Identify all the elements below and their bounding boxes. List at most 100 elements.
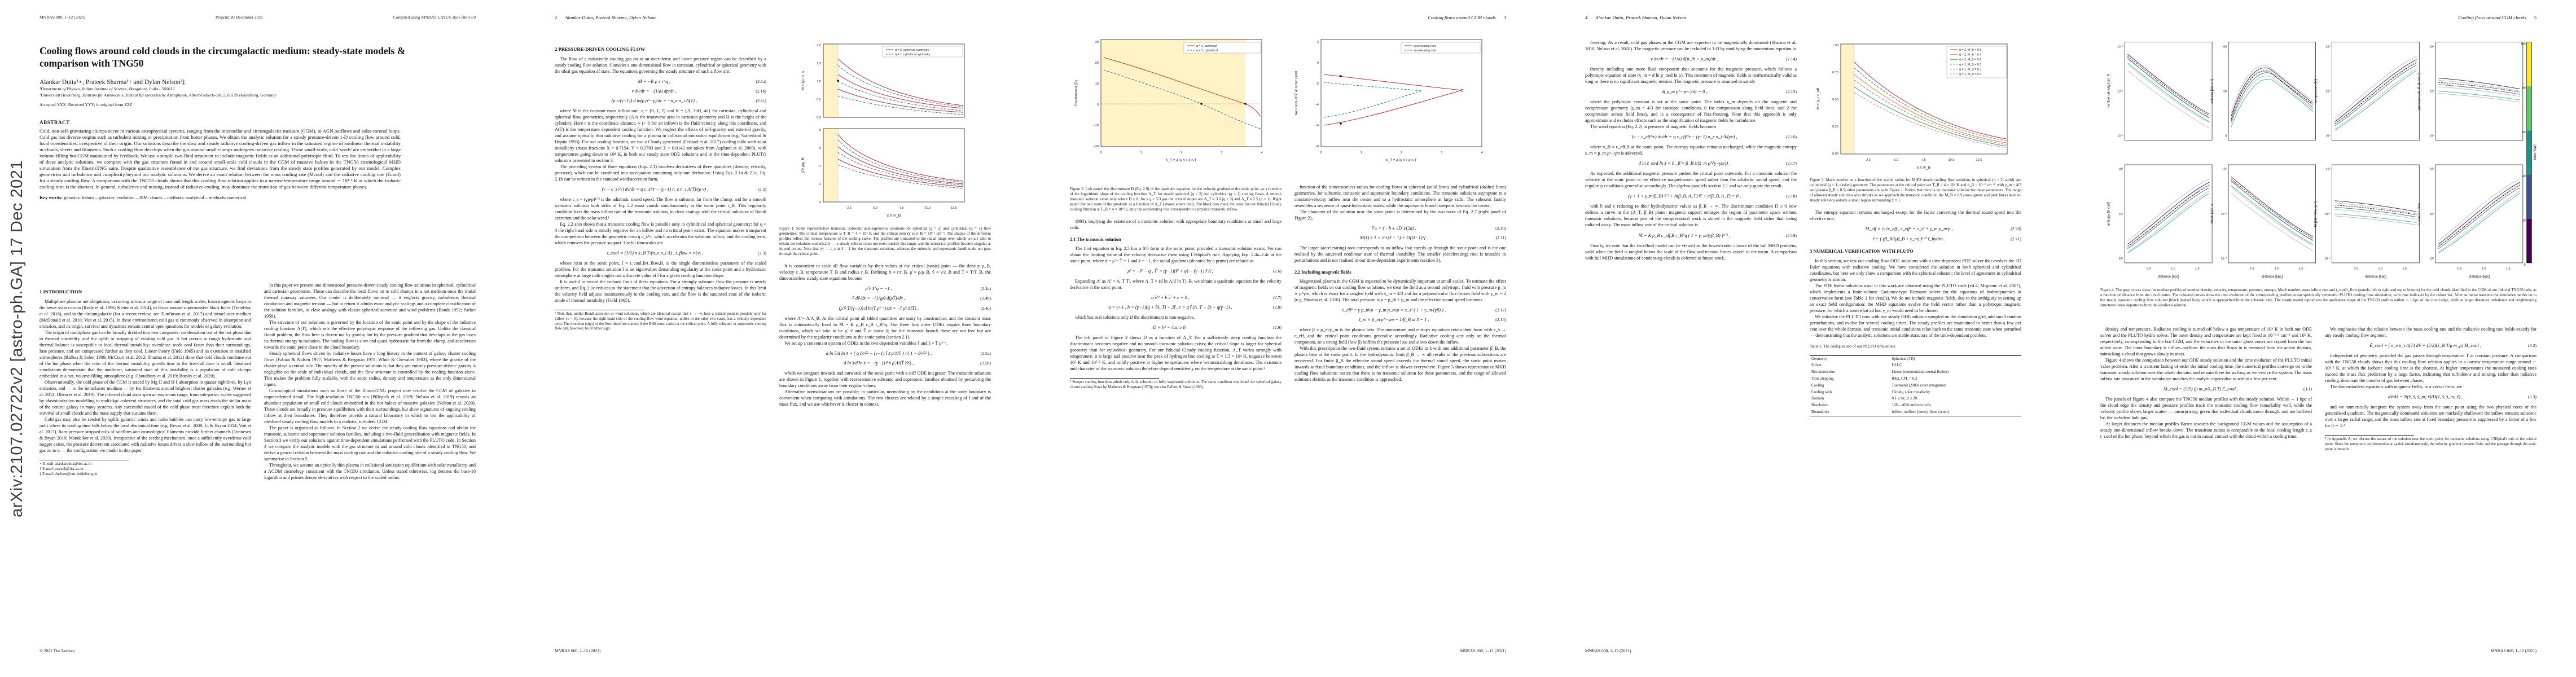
fig4-ticks: 10² 10¹ 10⁰ [2429, 168, 2434, 261]
equation: c_eff² = γ p_th/ρ + γ_m p_m/ρ ≡ c_s² ( 1… [1294, 307, 1506, 313]
tick-label: 10⁰ [2222, 168, 2227, 172]
paragraph: The dimensionless equations with magneti… [2330, 384, 2463, 389]
page3-left-column: Figure 2. Left panel: the discriminant D… [1070, 184, 1282, 632]
fig3-y-ticks: 1.00 0.75 0.50 0.25 0.00 [1832, 44, 1838, 156]
figure-caption: Figure 2. Left panel: the discriminant D… [1070, 187, 1282, 212]
equation-number: (3.2) [2528, 343, 2536, 348]
equation: (v − c_s²/v) dv/dr = q c_s²/r − (γ−1) n_… [555, 187, 766, 192]
paragraph: Alternative normalisations are possible;… [779, 389, 991, 407]
tick-label: 60 [2522, 131, 2526, 134]
tick-label: 0 [2524, 263, 2526, 267]
equation: t̃ = ( γβ_B/(γβ_B + γ_m) )¹ᐟ² t̃_hydro .… [1810, 236, 2021, 242]
paragraph: The preceding system of three equations … [555, 164, 766, 182]
equation-body: (γ + 1 + γ_m/β̃_B) ṽ′² + b(β_B, Λ_T) ṽ′ … [1628, 194, 1741, 199]
fig4-panel-frame [2125, 164, 2213, 263]
fig3-x-axis-label: x̃ ≡ r/r_B [1916, 166, 1930, 170]
equation-number: (2.5a) [980, 351, 991, 356]
front-matter: MNRAS 000, 1–12 (2021) Preprint 20 Decem… [40, 15, 476, 200]
paragraph: which has real solutions only if the dis… [1075, 315, 1195, 320]
tick-label: 1.0 [817, 80, 821, 83]
equation: ṽ dṽ/dx̃ = −(1/γρ̃) d(ρ̃T̃)/dx̃ , (2.4b) [779, 296, 991, 301]
tick-label: 0.0 [817, 116, 821, 120]
page2-left-column: 2 PRESSURE-DRIVEN COOLING FLOW The flow o… [555, 39, 766, 635]
equation-number: (2.10) [1495, 226, 1506, 231]
fig4-colorbar-ticks: 100 80 60 40 20 0 [2521, 42, 2526, 266]
fig4-panel-frame [2332, 164, 2420, 263]
page4-left-column: freezing. As a result, cold gas phases i… [1585, 39, 1797, 635]
tick-label: 6 [819, 147, 820, 150]
paragraph: Magnetized plasma in the CGM is expected… [1294, 279, 1506, 302]
page-footer: MNRAS 000, 1–12 (2021) [1585, 648, 1631, 653]
page-3: Cooling flows around CGM clouds 3 Discri… [1030, 0, 1546, 677]
tick-label: 5.0 [1894, 159, 1898, 162]
tick-label: 7.5 [899, 206, 903, 210]
page4-right-column: M ≡ |v| / c_eff q = 2, M_B = 0.5 q = 2, M… [1810, 39, 2021, 635]
tick-label: 10² [2430, 135, 2434, 138]
footnote: ³ In Appendix A, we discuss the nature o… [2325, 437, 2536, 451]
equation-number: (2.16) [1786, 134, 1797, 139]
paragraph: Observationally, the cold phase of the C… [40, 380, 251, 416]
equation-number: (2.2) [758, 187, 766, 192]
fig3-y-axis-label: M ≡ |v| / c_eff [1816, 88, 1820, 109]
tick-label: 4 [1261, 151, 1262, 155]
tick-label: 2 [1401, 151, 1402, 155]
tick-label: 12.5 [950, 206, 956, 210]
paragraph: With this prescription the two-fluid sys… [1294, 346, 1506, 382]
equation-number: (2.8) [1273, 305, 1282, 310]
tick-label: 1.0 [2275, 267, 2279, 271]
tick-label: 0.5 [2250, 267, 2255, 271]
tick-label: 12.5 [1976, 159, 1982, 162]
equation-body: (p v/(γ−1)) d ln(p ρ^−γ)/dr = −n_e n_i Λ… [611, 98, 697, 103]
table-row: Resolution 128 – 4096 uniform cells [1810, 403, 2021, 410]
equation-number: (2.18) [1786, 194, 1797, 199]
arxiv-watermark-strip: arXiv:2107.02722v2 [astro-ph.GA] 17 Dec … [2, 0, 32, 677]
equation: Ṁ = −K ρ v r^q , (2.1a) [555, 79, 766, 84]
tick-label: 0.75 [1832, 71, 1838, 74]
table-cell: Boundaries [1811, 410, 1829, 415]
page-number: 3 [1503, 15, 1506, 20]
tick-label: 10⁰ [2326, 168, 2331, 172]
equation-number: (2.9) [1273, 325, 1282, 330]
paragraph: Throughout, we assume an optically thin … [264, 463, 476, 480]
tick-label: −2 [1315, 82, 1319, 86]
equation-body: c_eff² = γ p_th/ρ + γ_m p_m/ρ ≡ c_s² ( 1… [1342, 307, 1446, 313]
paragraph: The flow of a radiatively cooling gas on… [555, 56, 766, 74]
tick-label: 1.5 [2506, 267, 2511, 271]
equation-body: M(x̃) ≈ 1 + ṽ′±(x̃ − 1) + O[(x̃−1)²] . [1359, 235, 1428, 240]
section-heading: 3 NUMERICAL VERIFICATION WITH PLUTO [1810, 248, 1914, 254]
equation-number: (2.7) [1273, 295, 1282, 300]
equation-number: (2.4c) [980, 305, 991, 311]
running-head: 4 Alankar Dutta, Prateek Sharma, Dylan N… [1585, 15, 2021, 20]
paragraph: The wind equation (Eq. 2.2) in presence … [1590, 124, 1717, 129]
fig4-panel-frame [2228, 164, 2316, 263]
equation-body: t_cool ≡ (3/2) n k_B T/(n_e n_i Λ) , t_f… [607, 250, 704, 256]
paragraph: It is convenient to scale all flow varia… [779, 263, 991, 281]
equation: M_eff ≡ |v|/c_eff , c_eff² = c_s² + γ_m … [1810, 226, 2021, 231]
fig2-right-curves [1323, 74, 1464, 126]
tick-label: 8 [819, 129, 820, 132]
copyright-line: © 2021 The Authors [40, 648, 75, 653]
table-cell: Domain [1811, 397, 1824, 401]
fig4-y-label-pressure: pressure p/k_B [K cm⁻³] [2417, 72, 2421, 109]
subsection-heading: 2.1 The transonic solution [1070, 237, 1121, 242]
tick-label: 0.5 [2457, 267, 2462, 271]
paragraph: The larger (accelerating) root correspon… [1294, 245, 1506, 263]
paragraph: 1993), implying the existence of a trans… [1070, 219, 1282, 230]
equation-body: (v − c_s²/v) dv/dr = q c_s²/r − (γ−1) n_… [602, 187, 709, 192]
equation-number: (3.1) [2303, 386, 2312, 392]
paragraph: freezing. As a result, cold gas phases i… [1585, 40, 1797, 51]
table-cell: Reconstruction [1811, 370, 1835, 375]
tick-label: 10⁶ [2118, 257, 2123, 261]
equation-body: ṽ dṽ/dx̃ = −(1/γρ̃) d(ρ̃T̃)/dx̃ , [852, 296, 905, 301]
paragraph: The first equation in Eq. 2.5 has a 0/0 … [1070, 246, 1282, 263]
legend-label: q = 1, cylindrical symmetry [895, 53, 931, 56]
legend-label: decelerating root [1414, 49, 1436, 52]
fig1-legend-box [882, 46, 963, 58]
fig1-curves-bottom [837, 134, 963, 189]
table-caption: Table 1. The configuration of our PLUTO … [1810, 344, 1897, 349]
paragraph: whose ratio at the sonic point, t̃ ≡ t_c… [555, 261, 766, 278]
page-5: Cooling flows around CGM clouds 5 [2061, 0, 2576, 677]
fig4-panel-frame [2228, 42, 2316, 140]
tick-label: 10⁻² [2117, 90, 2123, 94]
fig4-colorbar-label: time [Myr] [2533, 144, 2536, 160]
